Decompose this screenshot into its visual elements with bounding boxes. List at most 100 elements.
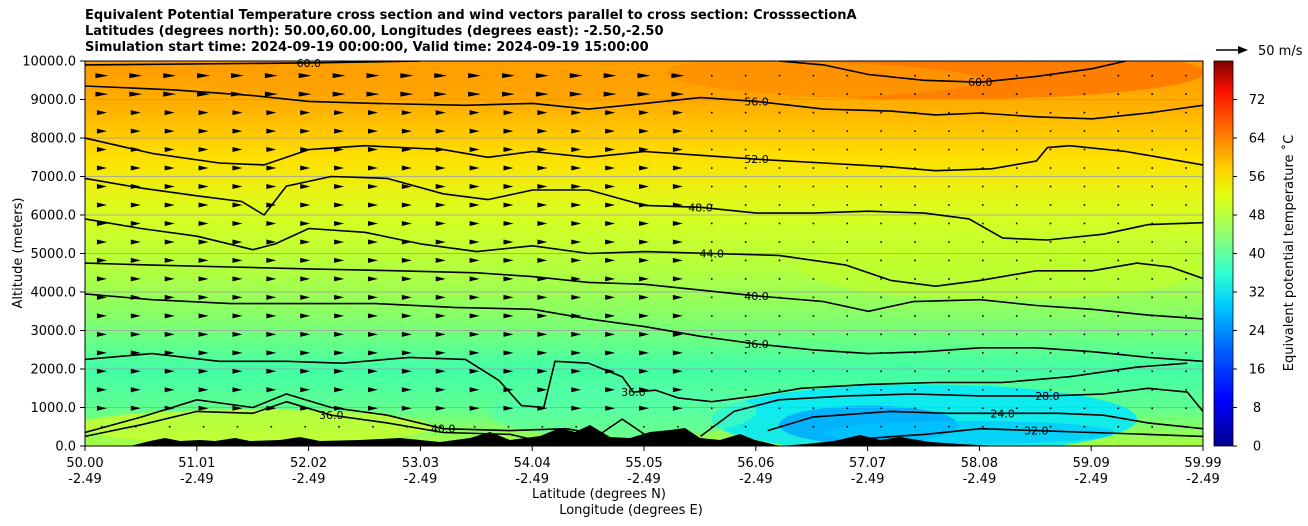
wind-vector (401, 220, 412, 226)
wind-vector (981, 296, 984, 299)
wind-vector (914, 167, 916, 169)
wind-vector (435, 220, 446, 226)
wind-vector (164, 350, 175, 356)
wind-vector (1185, 333, 1187, 336)
wind-vector (672, 128, 683, 134)
wind-vector (435, 128, 446, 134)
wind-vector (501, 73, 515, 79)
y-tick-label: 1000.0 (31, 401, 77, 416)
wind-vector (1083, 185, 1086, 188)
wind-vector (130, 147, 141, 153)
wind-vector (469, 276, 480, 282)
wind-vector (96, 239, 107, 245)
wind-vector (846, 388, 849, 391)
wind-vector (1185, 296, 1187, 299)
x-axis-label-latitude: Latitude (degrees N) (532, 487, 666, 502)
wind-vector (1151, 407, 1153, 410)
wind-vector (1185, 130, 1187, 132)
wind-vector (672, 165, 683, 171)
wind-vector (981, 204, 984, 206)
wind-vector (672, 350, 683, 356)
wind-vector (435, 276, 446, 282)
wind-vector (812, 167, 815, 169)
wind-vector (96, 257, 107, 263)
wind-vector (880, 315, 882, 317)
wind-vector (914, 425, 916, 428)
wind-vector (948, 333, 950, 336)
y-axis-label: Altitude (meters) (11, 198, 26, 309)
wind-vector (232, 128, 243, 134)
wind-vector (605, 202, 616, 208)
wind-vector (710, 111, 713, 114)
colorbar-tick-label: 48 (1249, 209, 1266, 224)
wind-vector (1117, 167, 1120, 169)
wind-vector (232, 110, 243, 116)
wind-vector (469, 165, 480, 171)
wind-vector (710, 222, 713, 225)
wind-vector (778, 370, 781, 373)
wind-vector (948, 222, 950, 225)
wind-vector (948, 259, 950, 262)
wind-vector (710, 93, 713, 95)
wind-vector (639, 165, 649, 171)
wind-vector (846, 93, 849, 95)
wind-vector (846, 370, 849, 373)
contour-label-52: 52.0 (744, 153, 769, 166)
wind-vector (164, 387, 175, 393)
wind-vector (367, 110, 378, 116)
wind-vector (778, 388, 781, 391)
wind-vector (367, 184, 378, 190)
wind-vector (435, 350, 446, 356)
colorbar-tick-label: 40 (1249, 247, 1266, 262)
wind-vector (1049, 204, 1052, 206)
y-tick-label: 3000.0 (31, 324, 77, 339)
wind-vector (744, 370, 747, 373)
wind-vector (710, 370, 713, 373)
wind-vector (1117, 259, 1120, 262)
wind-vector (266, 165, 277, 171)
wind-vector (1049, 185, 1052, 188)
wind-vector (571, 313, 582, 319)
contour-line-48-4 (85, 175, 1203, 241)
wind-vector (266, 239, 277, 245)
wind-vector (880, 222, 882, 225)
contour-label-24: 24.0 (990, 407, 1015, 420)
wind-vector (367, 350, 378, 356)
terrain-silhouette (85, 425, 1203, 446)
wind-vector (435, 387, 446, 393)
wind-vector (605, 239, 616, 245)
chart-title-line-1: Equivalent Potential Temperature cross s… (85, 8, 857, 23)
wind-vector (300, 110, 311, 116)
wind-vector (880, 130, 882, 132)
wind-vector (367, 239, 378, 245)
wind-vector (266, 387, 277, 393)
wind-vector (605, 110, 616, 116)
wind-vector (537, 405, 548, 411)
wind-vector (1151, 185, 1153, 188)
x-tick-label-longitude: -2.49 (963, 472, 997, 487)
wind-vector (503, 220, 514, 226)
wind-vector (503, 202, 514, 208)
wind-vector (232, 239, 243, 245)
wind-vector (197, 73, 211, 79)
wind-vector (334, 128, 345, 134)
y-tick-label: 10000.0 (22, 55, 76, 70)
contour-labels: 60.0 60.0 56.0 52.0 48.0 44.0 40.0 36.0 36.0 28.0… (297, 57, 1060, 438)
wind-vector (812, 204, 815, 206)
wind-vector (1049, 241, 1052, 243)
wind-vector (846, 333, 849, 336)
wind-vector (1015, 222, 1018, 225)
wind-vector (948, 74, 950, 77)
wind-vector (605, 350, 616, 356)
wind-vector (264, 91, 278, 97)
wind-vector (1049, 425, 1052, 428)
wind-vector (812, 388, 815, 391)
wind-vector (571, 202, 582, 208)
wind-vector (1015, 241, 1018, 243)
contour-label-32: 32.0 (1024, 425, 1049, 438)
wind-vector (435, 331, 446, 337)
wind-vector (95, 91, 109, 97)
wind-vector (537, 239, 548, 245)
wind-vector (1049, 352, 1052, 354)
y-tick-label: 8000.0 (31, 132, 77, 147)
